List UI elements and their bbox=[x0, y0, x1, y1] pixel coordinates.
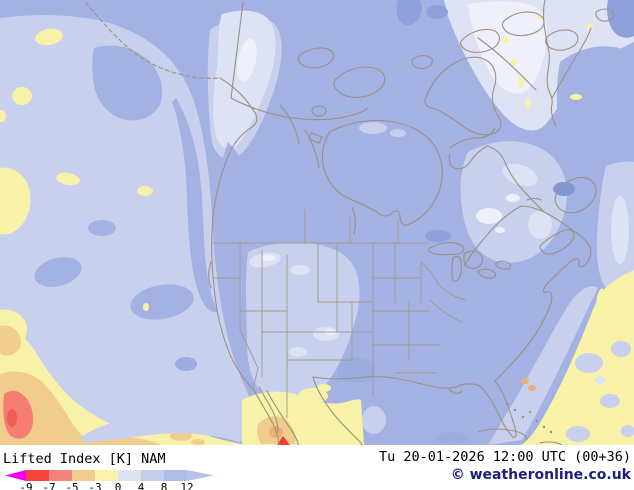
legend-tick: -9 bbox=[19, 481, 32, 490]
legend-segment bbox=[141, 470, 164, 481]
ocean-shading-layer bbox=[0, 0, 634, 445]
legend-tick: -3 bbox=[88, 481, 101, 490]
legend-segment bbox=[26, 470, 49, 481]
legend-segment bbox=[164, 470, 187, 481]
map-canvas bbox=[0, 0, 634, 445]
legend-arrow-left bbox=[5, 470, 26, 481]
legend-tick: 0 bbox=[115, 481, 122, 490]
map-title: Lifted Index [K] NAM bbox=[3, 451, 166, 467]
legend-arrow-right bbox=[187, 470, 214, 481]
copyright-weatheronline: © weatheronline.co.uk bbox=[450, 467, 631, 483]
legend-tick: 12 bbox=[180, 481, 193, 490]
legend-tick: 4 bbox=[138, 481, 145, 490]
coastline-layer bbox=[85, 0, 615, 445]
state-border-layer bbox=[213, 209, 467, 419]
legend-tick: -7 bbox=[42, 481, 55, 490]
map-timestamp: Tu 20-01-2026 12:00 UTC (00+36) bbox=[379, 449, 631, 465]
legend-tick: 8 bbox=[161, 481, 168, 490]
legend-segment bbox=[118, 470, 141, 481]
legend-segment bbox=[72, 470, 95, 481]
legend-tick: -5 bbox=[65, 481, 78, 490]
legend-colorbar: -9 -7 -5 -3 0 4 8 12 bbox=[5, 470, 214, 490]
legend-segment bbox=[49, 470, 72, 481]
legend-segment bbox=[95, 470, 118, 481]
